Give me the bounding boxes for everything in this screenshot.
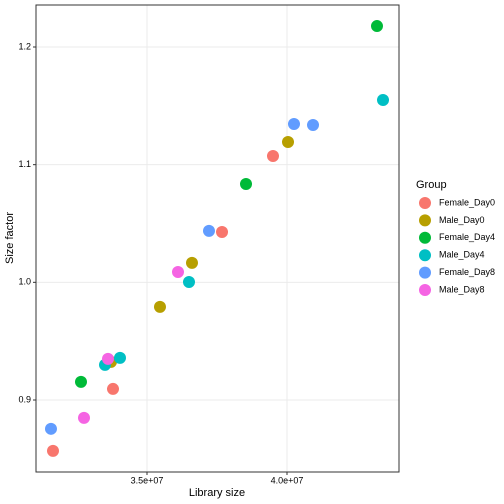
point [44,422,57,435]
legend-label: Female_Day4 [439,232,495,242]
legend-label: Female_Day0 [439,197,495,207]
point [74,375,87,388]
legend-swatch [419,197,431,209]
point [153,300,166,313]
legend-label: Male_Day0 [439,215,485,225]
legend-title: Group [416,179,447,191]
point [240,177,253,190]
point [377,93,390,106]
point [77,411,90,424]
legend-label: Male_Day8 [439,284,485,294]
panel-border [35,4,400,473]
x-tick-label: 4.0e+07 [271,475,304,485]
legend-label: Female_Day8 [439,267,495,277]
point [266,149,279,162]
point [185,256,198,269]
y-tick-label: 0.9 [18,394,31,404]
point [216,225,229,238]
y-tick-label: 1.2 [18,41,31,51]
point [101,352,114,365]
x-tick-label: 3.5e+07 [131,475,164,485]
y-tick-label: 1.1 [18,159,31,169]
legend-swatch [419,249,431,262]
x-axis-title: Library size [189,487,245,499]
point [202,224,215,237]
point [282,135,295,148]
legend-swatch [419,284,431,296]
legend-swatch [419,266,431,279]
legend-swatch [419,231,431,244]
y-axis-title: Size factor [4,212,16,264]
point [171,265,184,278]
y-tick-label: 1.0 [18,277,31,287]
point [307,119,320,132]
legend-swatch [419,214,431,227]
point [107,382,120,395]
point [46,444,59,457]
point [182,275,195,288]
point [370,20,383,33]
point [114,351,127,364]
point [287,117,300,130]
legend-label: Male_Day4 [439,250,485,260]
panel [36,5,399,472]
